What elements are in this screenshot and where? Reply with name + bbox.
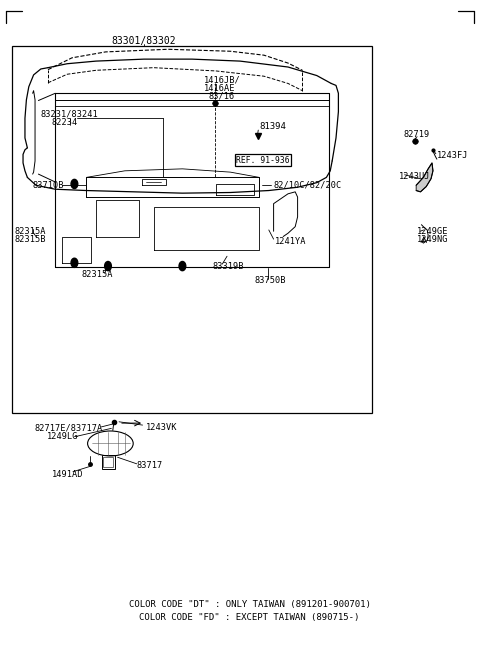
Text: 82315B: 82315B	[14, 235, 46, 244]
Text: 1243UJ: 1243UJ	[399, 171, 431, 181]
Bar	[12, 46, 372, 413]
Text: 82717E/83717A: 82717E/83717A	[35, 424, 103, 433]
Text: 1416JB/: 1416JB/	[204, 76, 241, 85]
Text: 1243FJ: 1243FJ	[437, 150, 468, 160]
Text: 83717: 83717	[137, 461, 163, 470]
Polygon shape	[416, 163, 433, 192]
Text: 83710B: 83710B	[32, 181, 64, 190]
Text: 82234: 82234	[51, 118, 78, 127]
Circle shape	[179, 261, 186, 271]
Text: 81394: 81394	[259, 122, 286, 131]
Text: 1249GE: 1249GE	[417, 227, 448, 236]
Circle shape	[71, 258, 78, 267]
Text: 1241YA: 1241YA	[275, 237, 307, 246]
Text: 82315A: 82315A	[14, 227, 46, 237]
Text: 1416AE: 1416AE	[204, 83, 236, 93]
Text: 1243VK: 1243VK	[145, 422, 177, 432]
Text: 83319B: 83319B	[213, 261, 244, 271]
Text: COLOR CODE "FD" : EXCEPT TAIWAN (890715-): COLOR CODE "FD" : EXCEPT TAIWAN (890715-…	[139, 613, 360, 622]
Circle shape	[71, 179, 78, 189]
Text: 1249LG: 1249LG	[47, 432, 78, 442]
Text: 83231/83241: 83231/83241	[41, 110, 98, 119]
Text: 82315A: 82315A	[82, 270, 113, 279]
Text: 83301/83302: 83301/83302	[112, 35, 176, 46]
Text: 1249NG: 1249NG	[417, 235, 448, 244]
Text: 82719: 82719	[403, 129, 430, 139]
Text: 83750B: 83750B	[254, 276, 286, 285]
Bar	[102, 455, 115, 469]
Circle shape	[105, 261, 111, 271]
Text: 1491AD: 1491AD	[52, 470, 84, 479]
Text: COLOR CODE "DT" : ONLY TAIWAN (891201-900701): COLOR CODE "DT" : ONLY TAIWAN (891201-90…	[129, 600, 371, 609]
Text: 83/16: 83/16	[209, 91, 235, 101]
Text: 82/10C/82/20C: 82/10C/82/20C	[274, 181, 342, 190]
Bar	[103, 457, 113, 467]
Text: REF. 91-936: REF. 91-936	[236, 156, 290, 165]
